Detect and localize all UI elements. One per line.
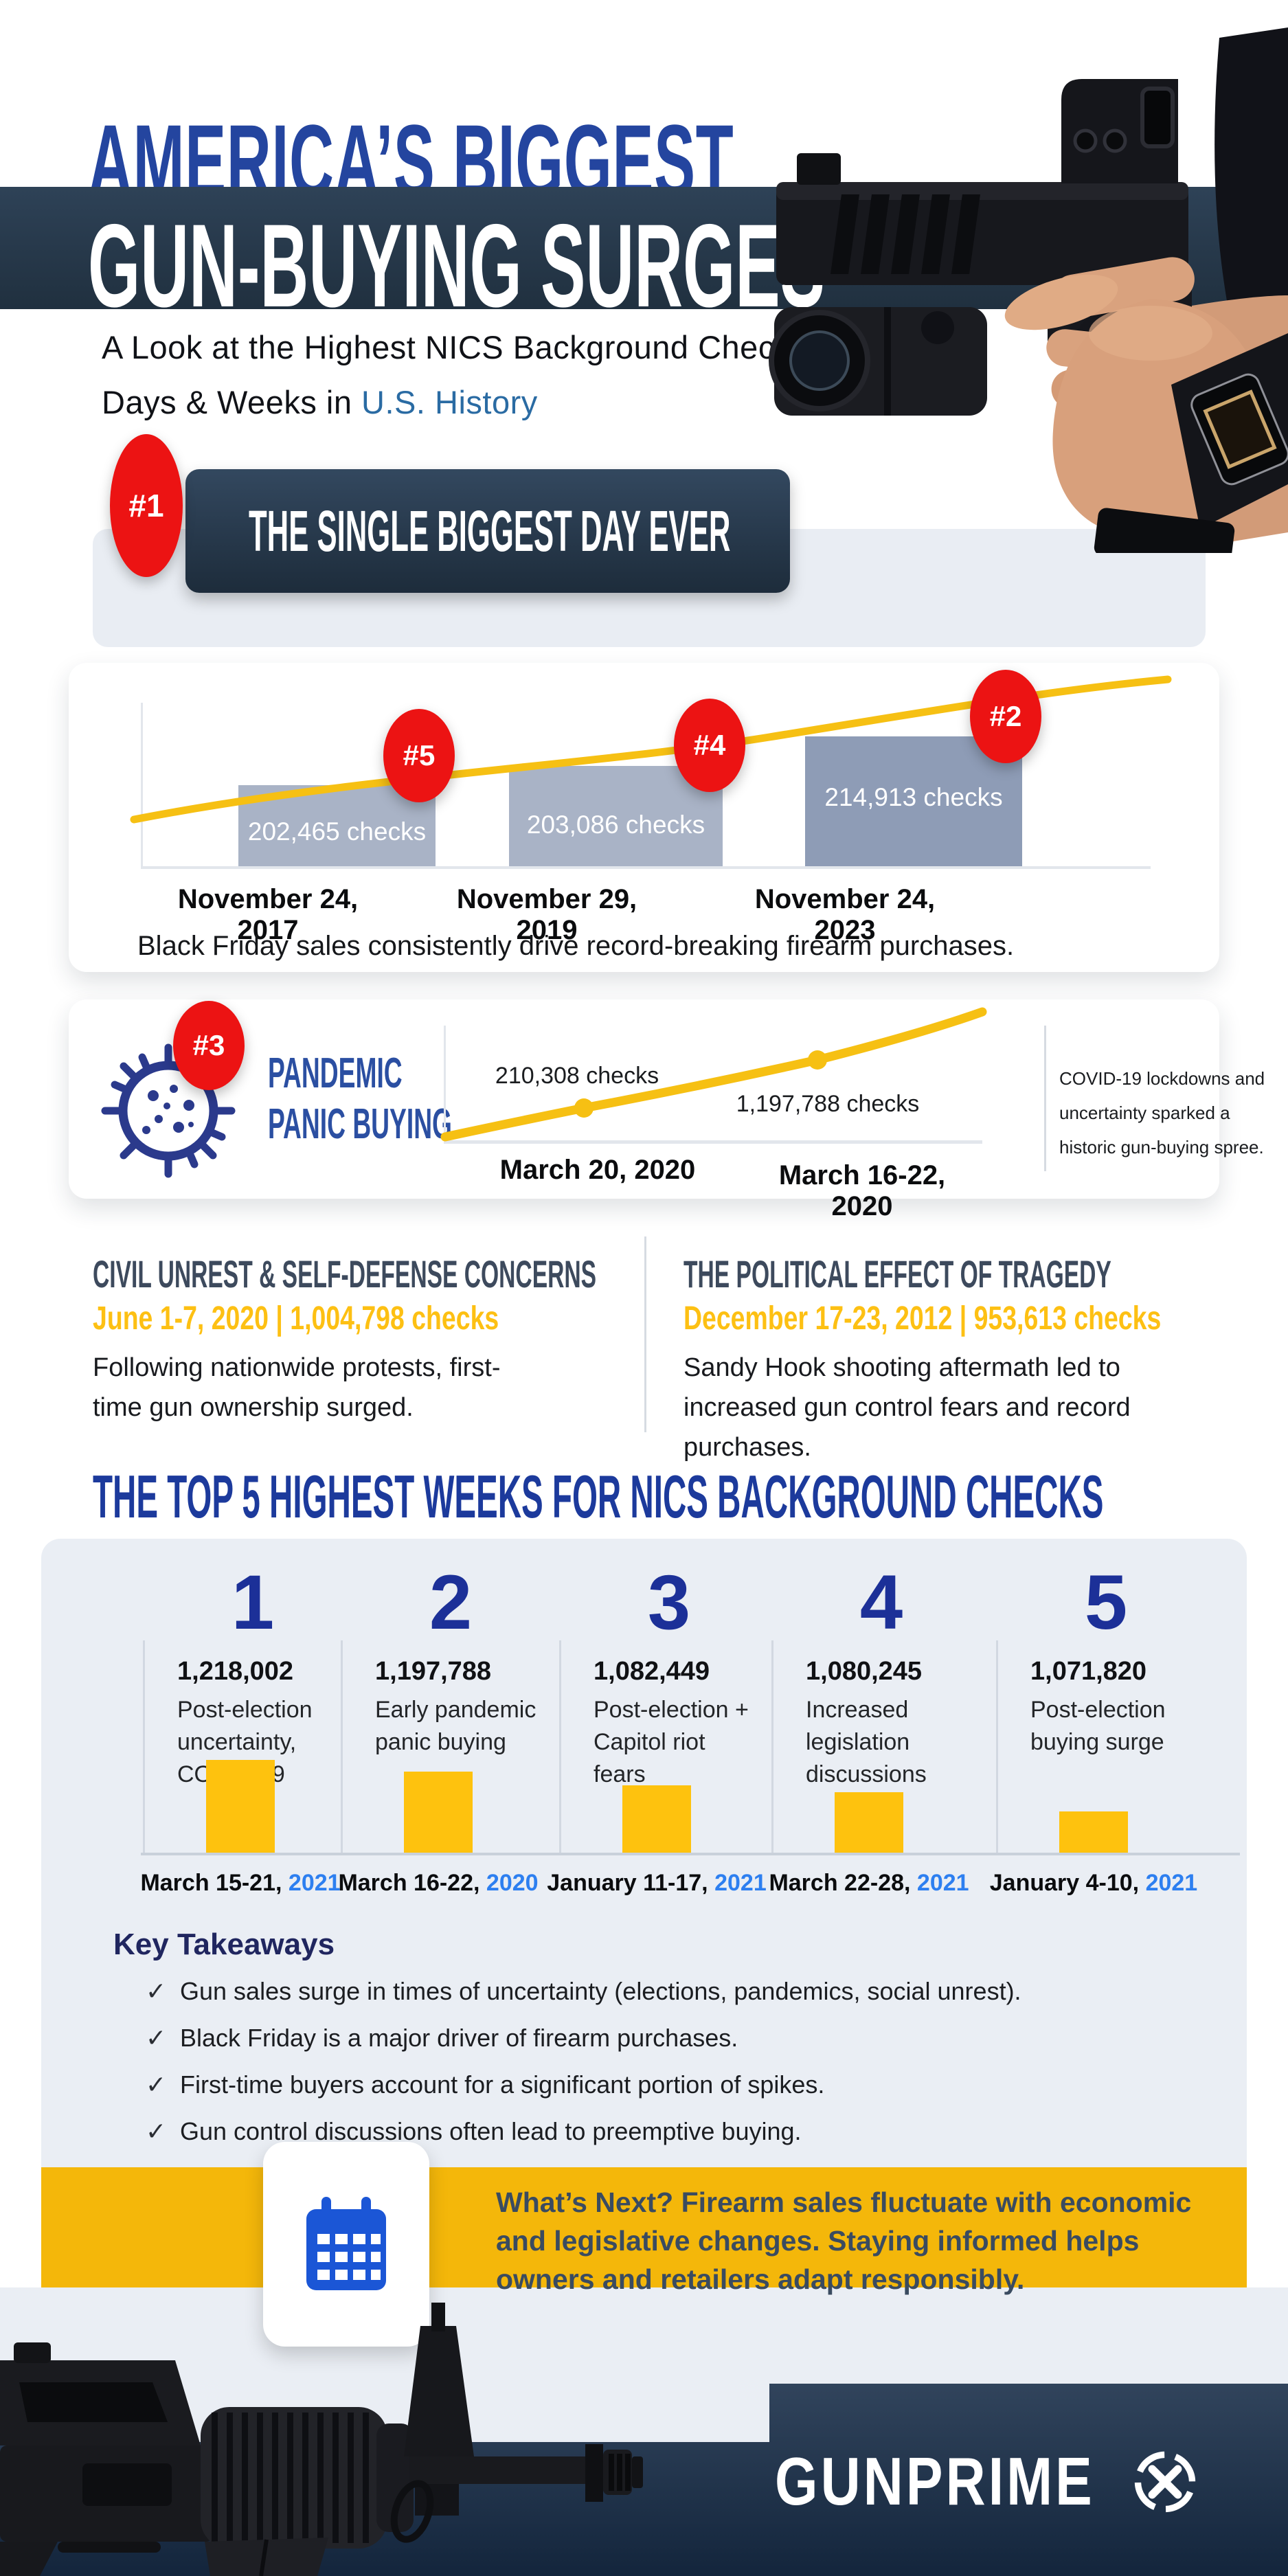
slide-serrations bbox=[831, 194, 980, 274]
wrist-watch bbox=[1171, 333, 1288, 529]
bf-caption: Black Friday sales consistently drive re… bbox=[137, 931, 1015, 961]
rank-badge-3: #3 bbox=[173, 1001, 245, 1090]
top5-value-3: 1,082,449 bbox=[594, 1657, 710, 1686]
takeaway-item: Black Friday is a major driver of firear… bbox=[180, 2024, 738, 2052]
top5-value-4: 1,080,245 bbox=[806, 1657, 923, 1686]
calendar-icon bbox=[306, 2197, 386, 2290]
x-axis bbox=[141, 866, 1151, 869]
top5-label-4: Increased legislation discussions bbox=[806, 1697, 927, 1787]
pandemic-point1-date: March 20, 2020 bbox=[499, 1155, 696, 1185]
pandemic-line bbox=[440, 1007, 987, 1142]
pandemic-point1-value: 210,308 checks bbox=[495, 1063, 659, 1089]
bf-bar-2019 bbox=[509, 766, 723, 866]
top5-date-5: January 4-10, 2021 bbox=[989, 1870, 1198, 1896]
top5-bar-2 bbox=[404, 1772, 473, 1853]
rank-badge-1: #1 bbox=[110, 434, 183, 577]
top5-rank-1: 1 bbox=[231, 1559, 275, 1645]
section-heading-bar: THE SINGLE BIGGEST DAY EVER bbox=[185, 469, 790, 593]
black-friday-card: 202,465 checks 203,086 checks 214,913 ch… bbox=[69, 663, 1219, 972]
bf-label-2023: 214,913 checks bbox=[824, 783, 1003, 811]
top5-bar-3 bbox=[622, 1785, 691, 1853]
tragedy-description: Sandy Hook shooting aftermath led to inc… bbox=[683, 1353, 1131, 1462]
takeaway-item: First-time buyers account for a signific… bbox=[180, 2070, 825, 2099]
top5-panel bbox=[41, 1539, 1247, 2287]
bf-date-2017: November 24, 2017 bbox=[177, 884, 359, 945]
top5-value-2: 1,197,788 bbox=[375, 1657, 492, 1686]
gunprime-logo: GUNPRIME bbox=[775, 2443, 1201, 2520]
check-icon: ✓ bbox=[146, 2117, 167, 2145]
civil-unrest-stat: June 1-7, 2020 | 1,004,798 checks bbox=[93, 1300, 499, 1337]
column-divider bbox=[996, 1640, 998, 1855]
top5-heading: THE TOP 5 HIGHEST WEEKS FOR NICS BACKGRO… bbox=[93, 1462, 1104, 1530]
divider bbox=[644, 1236, 646, 1432]
calendar-card bbox=[263, 2142, 429, 2347]
whats-next-banner bbox=[41, 2167, 1247, 2287]
gunprime-logo-text: GUNPRIME bbox=[775, 2443, 1095, 2519]
takeaway-item: Gun control discussions often lead to pr… bbox=[180, 2117, 802, 2145]
x-axis bbox=[444, 1140, 982, 1144]
rank-badge-5: #5 bbox=[383, 709, 455, 802]
top5-value-1: 1,218,002 bbox=[177, 1657, 294, 1686]
tragedy-stat: December 17-23, 2012 | 953,613 checks bbox=[683, 1300, 1162, 1337]
y-axis bbox=[141, 703, 143, 868]
column-divider bbox=[771, 1640, 773, 1855]
top5-date-3: January 11-17, 2021 bbox=[547, 1870, 767, 1896]
top5-rank-3: 3 bbox=[647, 1559, 691, 1645]
gunprime-emblem-icon bbox=[1134, 2451, 1196, 2512]
top5-label-5: Post-election buying surge bbox=[1030, 1697, 1166, 1755]
top5-rank-4: 4 bbox=[859, 1559, 903, 1645]
rifle-illustration bbox=[0, 2303, 643, 2576]
whats-next-text: What’s Next? Firearm sales fluctuate wit… bbox=[496, 2187, 1192, 2295]
top5-bar-1 bbox=[206, 1760, 275, 1853]
rank-badge-2: #2 bbox=[970, 670, 1041, 763]
pandemic-point2-date: March 16-22, 2020 bbox=[778, 1160, 946, 1221]
top5-value-5: 1,071,820 bbox=[1030, 1657, 1147, 1686]
pistol-magazine bbox=[1094, 508, 1235, 553]
pistol-photo-illustration bbox=[769, 27, 1288, 553]
top5-rank-2: 2 bbox=[429, 1559, 473, 1645]
y-axis bbox=[444, 1026, 446, 1142]
subtitle-line2: Days & Weeks in U.S. History bbox=[102, 384, 538, 420]
top5-label-2: Early pandemic panic buying bbox=[375, 1697, 536, 1755]
top5-baseline bbox=[141, 1853, 1240, 1855]
main-title-line2: GUN-BUYING SURGES bbox=[88, 200, 826, 332]
bf-label-2017: 202,465 checks bbox=[247, 817, 427, 846]
weapon-light bbox=[769, 307, 987, 416]
virus-icon bbox=[101, 1043, 236, 1178]
pandemic-description: COVID-19 lockdowns and uncertainty spark… bbox=[1059, 1068, 1265, 1157]
top5-date-1: March 15-21, 2021 bbox=[140, 1870, 341, 1896]
bf-label-2019: 203,086 checks bbox=[526, 811, 705, 839]
tragedy-title: THE POLITICAL EFFECT OF TRAGEDY bbox=[683, 1252, 1111, 1296]
subtitle-highlight: U.S. History bbox=[361, 384, 538, 420]
top5-date-4: March 22-28, 2021 bbox=[769, 1870, 969, 1896]
takeaway-item: Gun sales surge in times of uncertainty … bbox=[180, 1977, 1021, 2005]
check-icon: ✓ bbox=[146, 2070, 167, 2099]
takeaways-title: Key Takeaways bbox=[113, 1928, 335, 1961]
pandemic-point2-value: 1,197,788 checks bbox=[736, 1091, 920, 1117]
rear-sight bbox=[797, 153, 841, 185]
pandemic-title-line2: PANIC BUYING bbox=[268, 1100, 452, 1148]
pandemic-card: #3 PANDEMIC PANIC BUYING 210,308 checks … bbox=[69, 999, 1219, 1221]
top5-bar-5 bbox=[1059, 1811, 1128, 1853]
bf-bar-2023 bbox=[805, 736, 1022, 866]
check-icon: ✓ bbox=[146, 2024, 167, 2052]
top5-rank-5: 5 bbox=[1084, 1559, 1128, 1645]
pandemic-title-line1: PANDEMIC bbox=[268, 1050, 403, 1097]
section-heading: THE SINGLE BIGGEST DAY EVER bbox=[249, 499, 731, 563]
bf-date-2023: November 24, 2023 bbox=[754, 884, 936, 945]
column-divider bbox=[559, 1640, 561, 1855]
bf-date-2019: November 29, 2019 bbox=[456, 884, 637, 945]
top5-label-3: Post-election + Capitol riot fears bbox=[594, 1697, 749, 1787]
top5-date-2: March 16-22, 2020 bbox=[338, 1870, 539, 1896]
column-divider bbox=[341, 1640, 343, 1855]
column-divider bbox=[143, 1640, 145, 1855]
rank-badge-4: #4 bbox=[674, 699, 745, 792]
divider bbox=[1044, 1026, 1046, 1171]
top5-bar-4 bbox=[835, 1792, 903, 1853]
civil-unrest-title: CIVIL UNREST & SELF-DEFENSE CONCERNS bbox=[93, 1252, 597, 1296]
subtitle-line1: A Look at the Highest NICS Background Ch… bbox=[102, 329, 791, 365]
check-icon: ✓ bbox=[146, 1977, 167, 2005]
civil-unrest-description: Following nationwide protests, first-tim… bbox=[93, 1353, 501, 1422]
